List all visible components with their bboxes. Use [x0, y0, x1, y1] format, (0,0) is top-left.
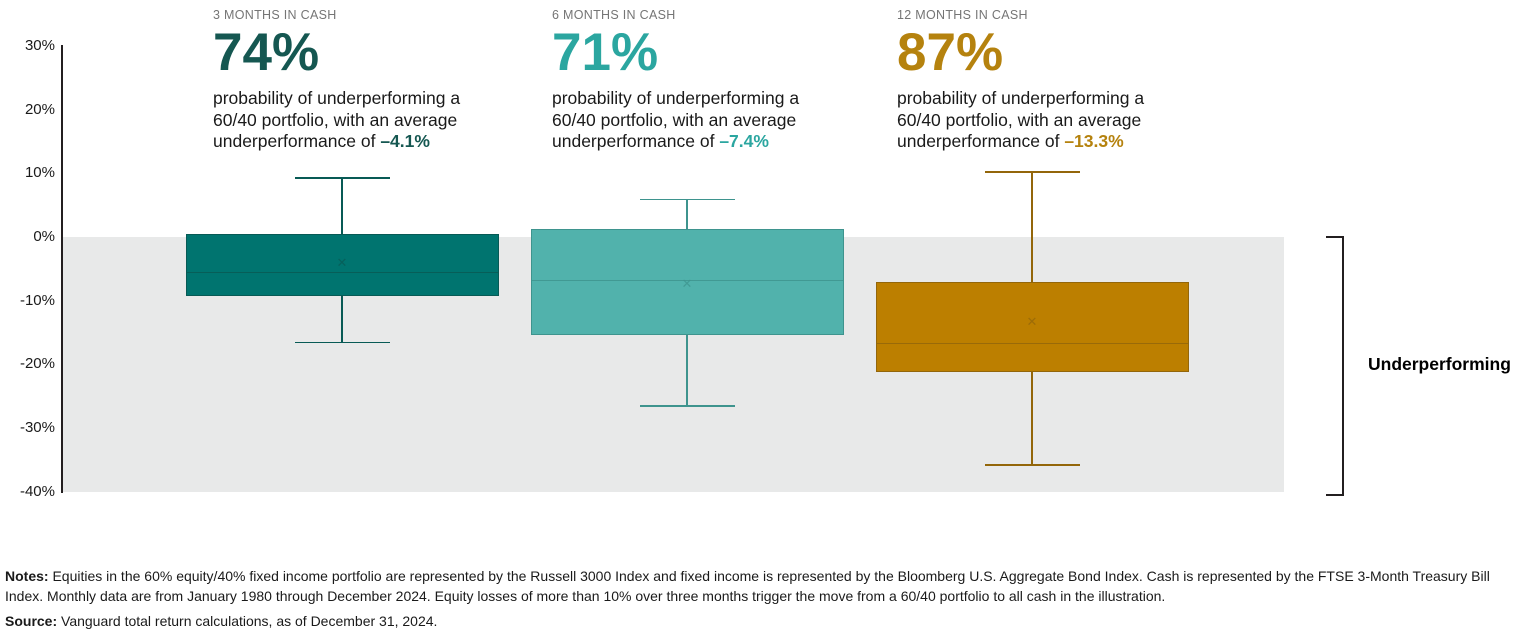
header-column-6-months: 6 MONTHS IN CASH 71% probability of unde…: [552, 8, 844, 153]
y-axis-tick-label: 20%: [24, 100, 55, 118]
median-line: [186, 272, 498, 274]
whisker-cap-bottom: [639, 405, 735, 407]
underperforming-label: Underperforming: [1368, 354, 1511, 374]
underperformance-value: –13.3%: [1064, 131, 1124, 151]
column-description: probability of underperforming a 60/40 p…: [213, 88, 505, 153]
y-axis-tick-label: 10%: [24, 164, 55, 182]
underperforming-bracket: [1326, 236, 1344, 496]
footnotes: Notes: Equities in the 60% equity/40% fi…: [5, 566, 1493, 631]
box-3-months-in-cash: [185, 233, 499, 297]
whisker-cap-top: [639, 198, 735, 201]
notes-paragraph: Notes: Equities in the 60% equity/40% fi…: [5, 566, 1493, 606]
probability-value: 87%: [897, 23, 1004, 82]
whisker-cap-bottom: [294, 341, 390, 344]
column-label: 6 MONTHS IN CASH: [552, 8, 676, 22]
box-12-months-in-cash: [875, 282, 1189, 373]
y-axis-tick-label: -10%: [19, 291, 55, 309]
whisker-cap-top: [984, 171, 1080, 173]
underperformance-value: –7.4%: [719, 131, 769, 151]
header-column-3-months: 3 MONTHS IN CASH 74% probability of unde…: [213, 8, 505, 153]
column-label: 3 MONTHS IN CASH: [213, 8, 337, 22]
column-description: probability of underperforming a 60/40 p…: [897, 88, 1189, 153]
y-axis-tick-label: 0%: [33, 228, 55, 245]
probability-value: 71%: [552, 23, 659, 82]
notes-text: Equities in the 60% equity/40% fixed inc…: [5, 568, 1490, 604]
notes-label: Notes:: [5, 568, 49, 584]
y-axis-tick-label: -40%: [19, 482, 55, 500]
whisker-cap-bottom: [984, 464, 1080, 466]
y-axis-line: [61, 45, 63, 493]
mean-marker: ✕: [1026, 313, 1038, 329]
description-text: probability of underperforming a 60/40 p…: [897, 88, 1145, 151]
probability-value: 74%: [213, 23, 320, 82]
whisker-cap-top: [294, 177, 390, 179]
y-axis-tick-label: -30%: [19, 419, 55, 437]
column-description: probability of underperforming a 60/40 p…: [552, 88, 844, 153]
median-line: [531, 280, 843, 282]
column-label: 12 MONTHS IN CASH: [897, 8, 1028, 22]
y-axis-tick-label: -20%: [19, 355, 55, 373]
y-axis-tick-label: 30%: [24, 36, 55, 54]
mean-marker: ✕: [681, 276, 693, 292]
underperformance-value: –4.1%: [380, 131, 430, 151]
header-column-12-months: 12 MONTHS IN CASH 87% probability of und…: [897, 8, 1189, 153]
median-line: [876, 342, 1188, 344]
source-paragraph: Source: Vanguard total return calculatio…: [5, 611, 1493, 631]
description-text: probability of underperforming a 60/40 p…: [213, 88, 461, 151]
source-text: Vanguard total return calculations, as o…: [57, 613, 438, 629]
description-text: probability of underperforming a 60/40 p…: [552, 88, 800, 151]
source-label: Source:: [5, 613, 58, 629]
box-6-months-in-cash: [530, 228, 844, 336]
mean-marker: ✕: [336, 255, 348, 271]
